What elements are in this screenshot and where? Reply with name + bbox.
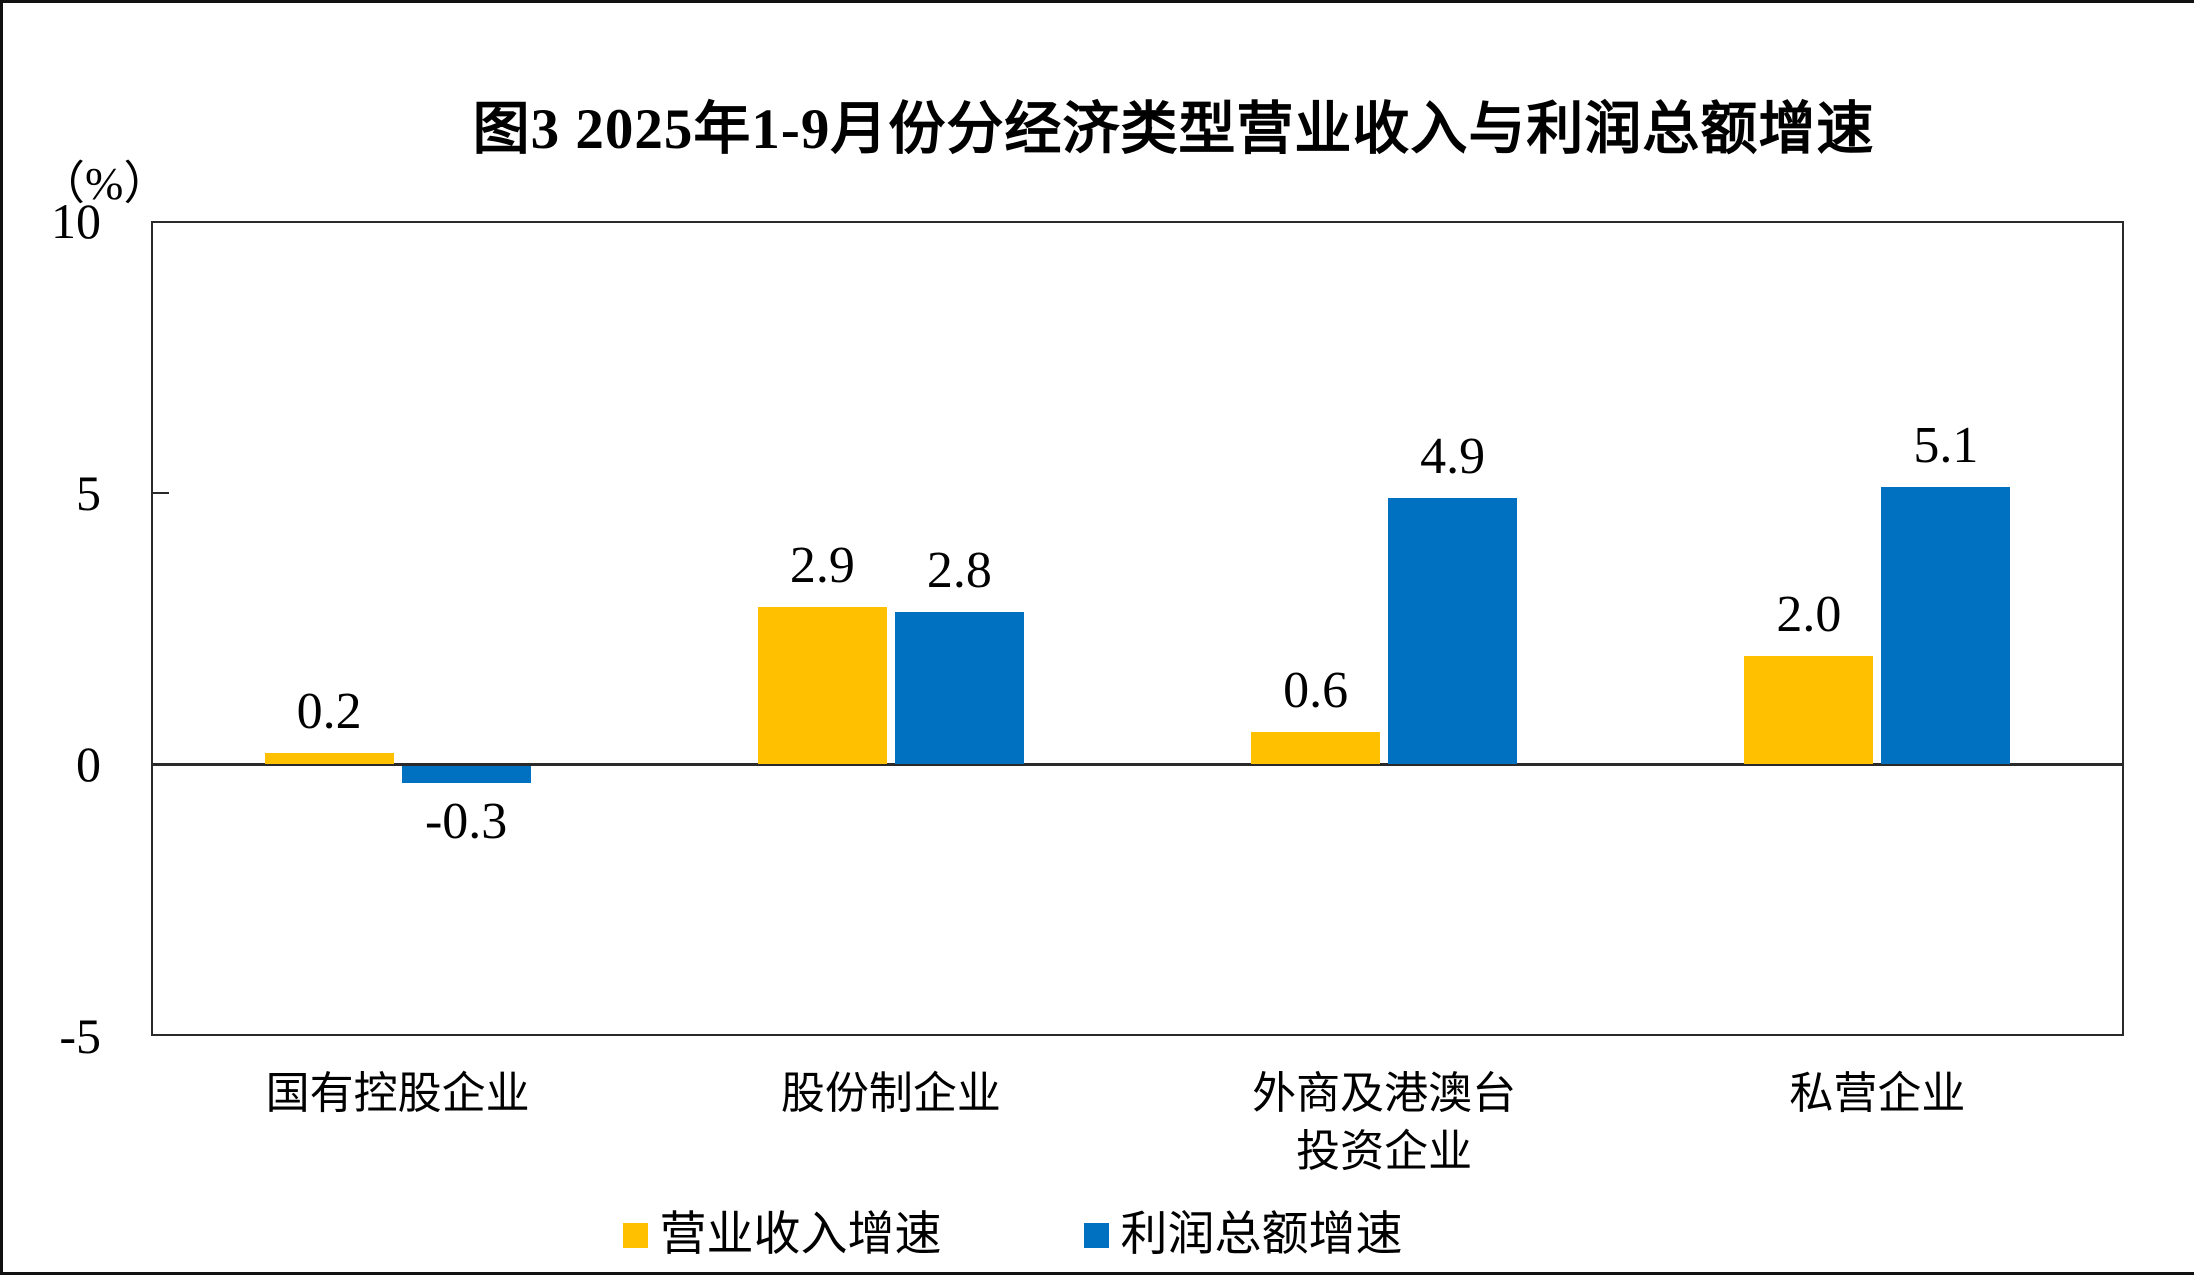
- legend-item: 利润总额增速: [1083, 1207, 1403, 1263]
- y-axis-unit-label: （%）: [39, 158, 170, 209]
- y-tick-label: 10: [51, 193, 101, 249]
- legend-label: 利润总额增速: [1120, 1209, 1403, 1261]
- bar-revenue: [1251, 731, 1381, 765]
- category-label: 股份制企业: [631, 1065, 1151, 1123]
- bar-value-label: -0.3: [424, 792, 508, 850]
- bar-profit: [401, 766, 531, 783]
- y-tick-mark: [151, 491, 169, 494]
- bar-profit: [1881, 487, 2011, 765]
- legend-item: 营业收入增速: [622, 1207, 942, 1263]
- legend-swatch-icon: [1083, 1222, 1109, 1248]
- y-tick-label: 5: [76, 464, 101, 521]
- category-label-line: 投资企业: [1296, 1127, 1473, 1176]
- category-label: 外商及港澳台 投资企业: [1124, 1065, 1644, 1181]
- bar-profit: [1388, 498, 1518, 765]
- bar-value-label: 0.2: [296, 683, 362, 741]
- bar-value-label: 2.8: [926, 542, 992, 600]
- bar-value-label: 5.1: [1913, 417, 1979, 475]
- legend-label: 营业收入增速: [659, 1209, 942, 1261]
- zero-axis-line: [151, 763, 2124, 767]
- bar-value-label: 4.9: [1420, 428, 1486, 486]
- bar-revenue: [264, 753, 394, 765]
- category-label: 国有控股企业: [138, 1065, 658, 1123]
- bar-value-label: 0.6: [1283, 661, 1349, 719]
- category-label-line: 外商及港澳台: [1252, 1069, 1517, 1118]
- category-label: 私营企业: [1617, 1065, 2137, 1123]
- legend: 营业收入增速 利润总额增速: [3, 1207, 2194, 1263]
- plot-area: [151, 221, 2124, 1036]
- chart-title: 图3 2025年1-9月份分经济类型营业收入与利润总额增速: [472, 98, 1875, 161]
- category-label-line: 国有控股企业: [265, 1069, 530, 1118]
- y-tick-label: -5: [59, 1008, 101, 1064]
- bar-profit: [894, 612, 1024, 765]
- y-tick-label: 0: [76, 736, 101, 793]
- bar-revenue: [1744, 655, 1874, 765]
- category-label-line: 股份制企业: [780, 1069, 1001, 1118]
- bar-revenue: [757, 606, 887, 765]
- legend-swatch-icon: [622, 1222, 648, 1248]
- bar-value-label: 2.0: [1776, 585, 1842, 643]
- category-label-line: 私营企业: [1789, 1069, 1966, 1118]
- bar-value-label: 2.9: [789, 536, 855, 594]
